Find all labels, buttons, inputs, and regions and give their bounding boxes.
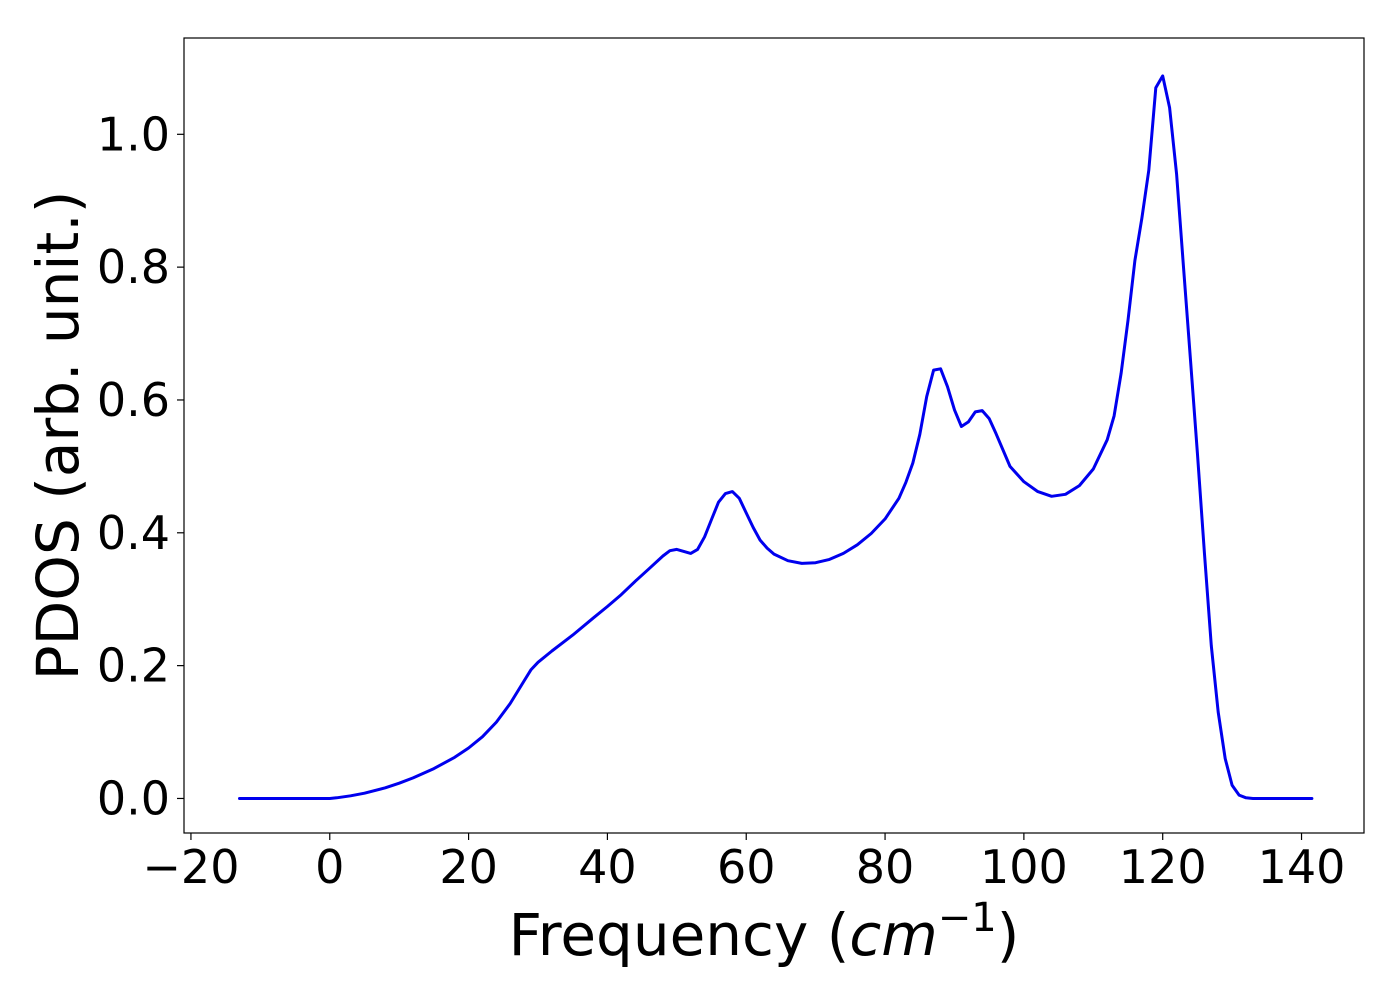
y-tick-label: 0.8 <box>97 240 170 294</box>
x-tick-label: −20 <box>142 840 239 894</box>
y-axis-label: PDOS (arb. unit.) <box>24 191 92 681</box>
x-axis-label-unit: cm <box>849 901 937 969</box>
x-tick-label: 40 <box>578 840 637 894</box>
series-layer <box>238 74 1314 800</box>
x-axis-label-text: Frequency <box>509 901 809 969</box>
x-tick-label: 140 <box>1258 840 1346 894</box>
x-tick-label: 20 <box>439 840 498 894</box>
plot-frame <box>183 37 1365 834</box>
y-tick-label: 0.4 <box>97 506 170 560</box>
y-tick-label: 0.2 <box>97 639 170 693</box>
pdos-series-line <box>238 74 1314 800</box>
x-axis-ticks: −20 0 20 40 60 80 100 120 140 <box>142 833 1345 894</box>
y-tick-label: 0.0 <box>97 771 170 825</box>
x-axis-label-unit-exponent: −1 <box>938 895 997 941</box>
y-tick-label: 1.0 <box>97 107 170 161</box>
x-axis-label-open-paren: ( <box>808 901 849 969</box>
x-tick-label: 120 <box>1119 840 1207 894</box>
y-axis-ticks: 0.0 0.2 0.4 0.6 0.8 1.0 <box>97 107 184 825</box>
x-tick-label: 60 <box>717 840 776 894</box>
x-tick-label: 80 <box>856 840 915 894</box>
x-axis-label-close-paren: ) <box>997 901 1020 969</box>
x-tick-label: 100 <box>980 840 1068 894</box>
x-tick-label: 0 <box>315 840 344 894</box>
y-tick-label: 0.6 <box>97 373 170 427</box>
x-axis-label: Frequency (cm−1) <box>509 895 1020 969</box>
